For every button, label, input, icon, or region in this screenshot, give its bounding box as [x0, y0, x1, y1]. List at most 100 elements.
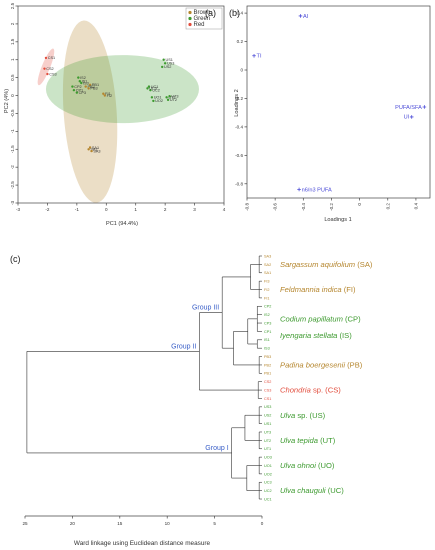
dendrogram: SA3 SA2 SA1 FI3 FI2 FI1 CP2 IS2 CP3 CP1 IS1 IS3 PB3 P… — [22, 254, 372, 526]
leaf-label: US1 — [264, 422, 271, 426]
loading-point — [298, 14, 303, 18]
pca-y-axis-label: PC2 (4%) — [4, 89, 10, 113]
loadings-y-tick-label: -0.6 — [235, 153, 243, 158]
loadings-x-tick-label: 0 — [357, 203, 362, 206]
loading-point-label: TI — [257, 54, 262, 60]
species-label: Ulva tepida (UT) — [280, 436, 336, 445]
loadings-y-tick-label: -0.8 — [235, 181, 243, 186]
leaf-label: CS2 — [264, 380, 271, 384]
species-label: Sargassum aquifolium (SA) — [280, 260, 373, 269]
leaf-label: IS2 — [264, 313, 270, 317]
pca-point-label: SA3 — [93, 149, 100, 153]
pca-point — [72, 88, 76, 92]
pca-x-tick-label: -3 — [16, 207, 21, 212]
pca-y-tick-label: -1.5 — [10, 145, 15, 153]
species-label: Ulva ohnoi (UO) — [280, 461, 335, 470]
legend-label-red: Red — [194, 22, 205, 28]
species-label: Iyengaria stellata (IS) — [280, 331, 352, 340]
leaf-label: IS3 — [264, 347, 270, 351]
loadings-x-tick-label: -0.2 — [329, 203, 334, 211]
species-code: (SA) — [355, 260, 373, 269]
leaf-label: PB2 — [264, 363, 271, 367]
pca-point-label: PB1 — [92, 83, 99, 87]
pca-point — [165, 96, 168, 99]
loading-point-label: PUFA/SFA — [395, 105, 422, 111]
pca-y-tick-label: 0.5 — [10, 74, 15, 81]
pca-y-tick-label: -2.5 — [10, 181, 15, 189]
pca-point-label: US1 — [165, 58, 172, 62]
pca-point — [75, 91, 79, 94]
pca-x-tick-label: 1 — [134, 207, 137, 212]
pca-x-tick-label: 2 — [164, 207, 167, 212]
pca-point — [161, 65, 164, 69]
species-code: sp. (CS) — [311, 386, 341, 395]
legend-label-brown: Brown — [194, 10, 211, 16]
pca-x-tick-label: 0 — [105, 207, 108, 212]
pca-score-plot: -3 -2 -1 0 1 2 3 4 -3 -2.5 -2 -1.5 -1 -0.5 0 0.5 1 1.5 2 2.… — [10, 2, 226, 212]
loadings-x-axis-label: Loadings 1 — [324, 217, 351, 223]
species-code: sp. (US) — [295, 411, 325, 420]
pca-y-tick-label: -0.5 — [10, 109, 15, 117]
pca-y-tick-label: -1 — [10, 129, 15, 134]
pca-point — [103, 94, 107, 97]
dendrogram-x-tick-label: 25 — [22, 521, 28, 526]
loadings-x-tick-label: -0.8 — [245, 203, 250, 211]
panel-label-c: (c) — [10, 254, 21, 264]
leaf-label: SA1 — [264, 271, 271, 275]
species-name: Ulva chauguli — [280, 486, 326, 495]
leaf-label: IS1 — [264, 338, 270, 342]
leaf-label: CS1 — [264, 397, 271, 401]
pca-point — [78, 80, 82, 83]
pca-x-tick-label: -1 — [75, 207, 80, 212]
pca-y-tick-label: 2.5 — [10, 2, 15, 9]
pca-point — [77, 76, 80, 79]
dendrogram-x-axis-label: Ward linkage using Euclidean distance me… — [74, 540, 211, 547]
pca-point-label: IS2 — [80, 76, 86, 80]
pca-y-tick-label: 2 — [10, 22, 15, 25]
dendrogram-x-tick-label: 10 — [165, 521, 171, 526]
leaf-label: CP2 — [264, 305, 271, 309]
species-name: Sargassum aquifolium — [280, 260, 355, 269]
leaf-label: US3 — [264, 405, 271, 409]
species-name: Ulva — [280, 411, 295, 420]
pca-point-label: CP2 — [74, 85, 81, 89]
loadings-y-axis-label: Loadings 2 — [234, 89, 240, 116]
species-label: Padina boergesenii (PB) — [280, 361, 363, 370]
pca-point-label: US2 — [164, 65, 171, 69]
species-code: (PB) — [345, 361, 363, 370]
pca-point-label: CS2 — [46, 67, 53, 71]
panel-label-a: (a) — [205, 8, 216, 18]
leaf-label: PB3 — [264, 355, 271, 359]
loadings-plot-frame — [246, 5, 431, 199]
loadings-x-tick-label: -0.4 — [301, 203, 306, 211]
leaf-label: UC1 — [264, 497, 272, 501]
species-label: Feldmannia indica (FI) — [280, 285, 356, 294]
species-code: (FI) — [342, 285, 356, 294]
loadings-x-tick-label: 0.2 — [385, 203, 390, 210]
leaf-label: CS3 — [264, 388, 271, 392]
pca-point-label: UT3 — [171, 95, 178, 99]
loading-point-label: AI — [303, 14, 309, 20]
leaf-label: CP3 — [264, 321, 271, 325]
species-code: (IS) — [337, 331, 352, 340]
dendrogram-x-tick-label: 0 — [261, 521, 264, 526]
pca-point-label: UO1 — [154, 96, 162, 100]
pca-point — [44, 56, 48, 60]
pca-point-label: PB3 — [90, 87, 97, 91]
loadings-x-tick-label: 0.4 — [414, 203, 419, 210]
pca-point — [166, 98, 170, 102]
pca-point — [90, 149, 93, 153]
pca-y-tick-label: -3 — [10, 201, 15, 206]
leaf-label: FI3 — [264, 280, 270, 284]
loading-point — [297, 187, 301, 192]
loadings-y-tick-label: 0.2 — [237, 39, 244, 44]
leaf-label: FI1 — [264, 296, 270, 300]
pca-point-label: SA1 — [92, 146, 99, 150]
leaf-label: UO3 — [264, 456, 272, 460]
pca-point — [168, 95, 171, 98]
leaf-label: UT1 — [264, 447, 271, 451]
species-label: Ulva sp. (US) — [280, 411, 326, 420]
loadings-x-tick-label: -0.6 — [273, 203, 278, 211]
pca-x-tick-label: 4 — [223, 207, 226, 212]
pca-y-tick-label: 1 — [10, 58, 15, 61]
